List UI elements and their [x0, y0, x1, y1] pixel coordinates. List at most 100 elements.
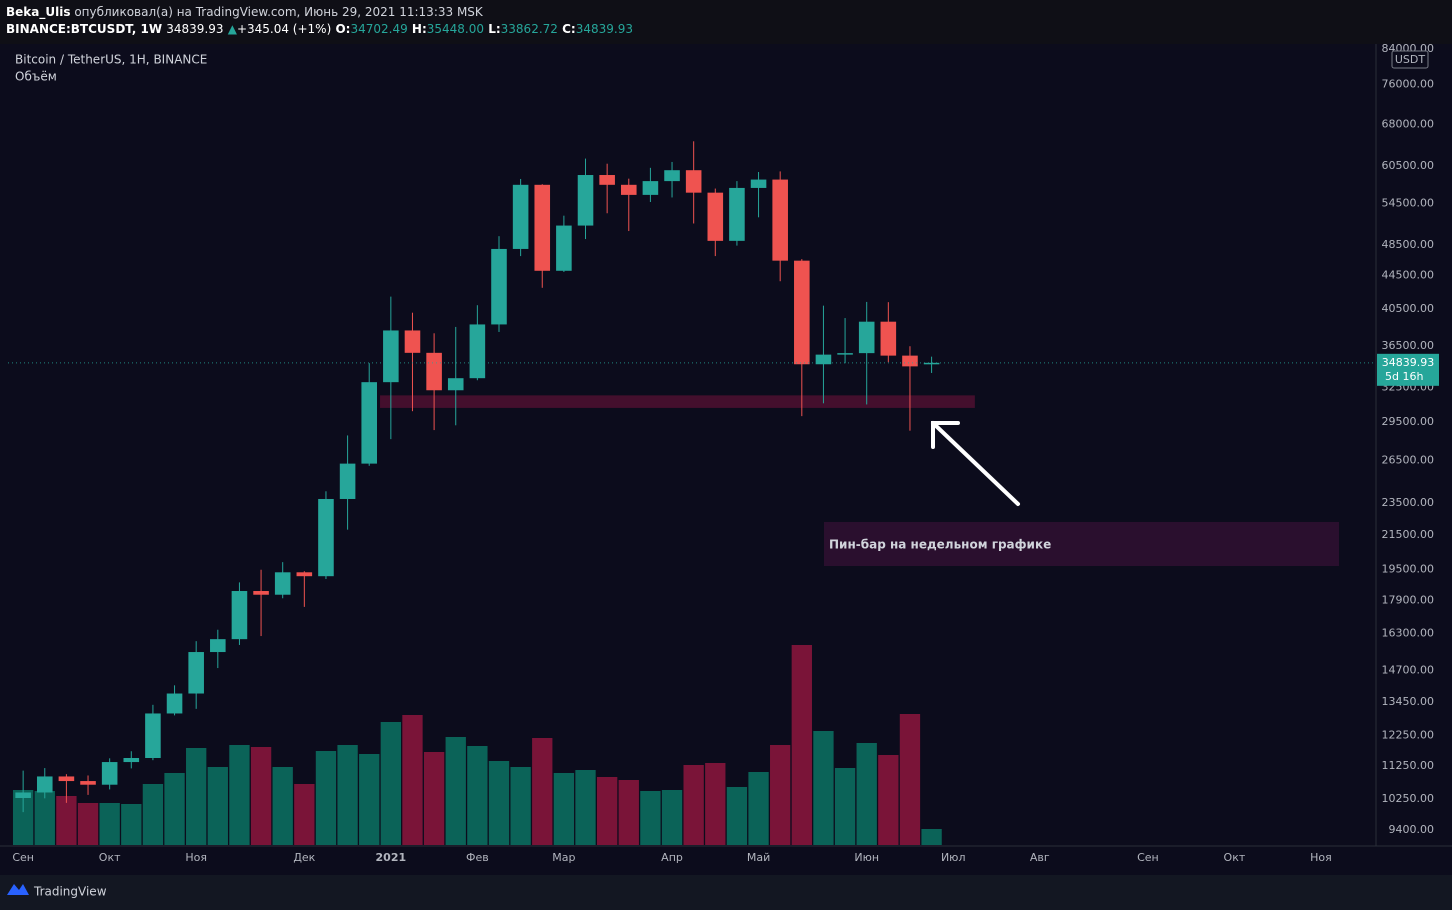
candle-body — [339, 463, 356, 499]
volume-bar — [142, 784, 164, 845]
volume-bar — [705, 763, 726, 845]
y-tick-label: 44500.00 — [1382, 269, 1435, 282]
volume-bar — [402, 715, 423, 845]
y-tick-label: 13450.00 — [1382, 695, 1435, 708]
candle-body — [80, 781, 96, 785]
y-tick-label: 10250.00 — [1382, 792, 1435, 805]
volume-bar — [164, 773, 185, 845]
candle-body — [447, 378, 464, 391]
candle-body — [15, 792, 31, 798]
candle-body — [577, 175, 594, 226]
y-tick-label: 23500.00 — [1382, 496, 1435, 509]
volume-bar — [207, 767, 228, 845]
y-tick-label: 26500.00 — [1382, 453, 1435, 466]
x-tick-label: Июн — [854, 851, 879, 864]
candle-body — [923, 362, 940, 365]
volume-bar — [553, 773, 575, 845]
candle-body — [815, 354, 832, 365]
y-tick-label: 16300.00 — [1382, 627, 1435, 640]
x-tick-label: Окт — [1224, 851, 1246, 864]
volume-bar — [510, 767, 531, 845]
volume-bar — [99, 803, 120, 845]
arrow — [931, 421, 1020, 506]
candle-body — [296, 572, 313, 577]
volume-legend: Объём — [15, 70, 57, 84]
candle-body — [383, 330, 399, 383]
volume-bar — [596, 777, 618, 845]
currency: USDT — [1395, 53, 1426, 66]
y-tick-label: 48500.00 — [1382, 238, 1435, 251]
y-tick-label: 11250.00 — [1382, 759, 1435, 772]
volume-bar — [186, 748, 207, 845]
x-tick-label: 2021 — [376, 851, 407, 864]
price-label: 34839.93 — [1382, 356, 1435, 369]
logo — [7, 884, 29, 895]
y-tick-label: 19500.00 — [1382, 563, 1435, 576]
volume-bar — [899, 714, 921, 845]
o-label: O: — [335, 22, 350, 36]
volume-bar — [423, 752, 445, 845]
annotation-box — [824, 522, 1339, 566]
candle-body — [707, 192, 724, 241]
volume-bar — [77, 803, 99, 845]
volume-bar — [380, 722, 402, 845]
y-tick-label: 40500.00 — [1382, 302, 1435, 315]
volume-bar — [683, 765, 704, 845]
candle-body — [361, 382, 378, 464]
y-tick-label: 17900.00 — [1382, 593, 1435, 606]
x-tick-label: Апр — [661, 851, 683, 864]
published: опубликовал(а) на TradingView.com, Июнь … — [74, 5, 484, 19]
volume-bar — [359, 754, 380, 845]
high-value: 35448.00 — [427, 22, 484, 36]
candle-body — [101, 762, 118, 785]
volume-bar — [56, 796, 77, 845]
x-tick-label: Дек — [293, 851, 315, 864]
candle-body — [426, 352, 442, 391]
volume-bar — [34, 791, 55, 845]
volume-bar — [337, 745, 358, 845]
candle-body — [599, 175, 615, 185]
x-tick-label: Фев — [466, 851, 489, 864]
x-tick-label: Сен — [12, 851, 34, 864]
candle-body — [231, 591, 248, 640]
x-tick-label: Июл — [941, 851, 966, 864]
volume-bar — [575, 770, 596, 845]
candle-body — [880, 321, 897, 356]
candle-body — [491, 248, 507, 325]
header-bg — [0, 0, 1452, 44]
chart-title: Bitcoin / TetherUS, 1H, BINANCE — [15, 53, 207, 67]
candle-body — [534, 184, 551, 271]
y-tick-label: 76000.00 — [1382, 78, 1435, 91]
y-tick-label: 60500.00 — [1382, 159, 1435, 172]
candle-body — [123, 758, 140, 763]
candle-body — [274, 572, 291, 595]
change: +345.04 (+1%) — [237, 22, 331, 36]
x-tick-label: Сен — [1137, 851, 1159, 864]
volume-bar — [272, 767, 293, 845]
candle-body — [794, 260, 810, 365]
x-tick-label: Окт — [99, 851, 121, 864]
candle-body — [772, 179, 788, 261]
candle-body — [318, 498, 334, 577]
currency-badge — [1391, 50, 1429, 69]
volume-bar — [294, 784, 315, 845]
candle-body — [664, 170, 680, 182]
y-tick-label: 54500.00 — [1382, 196, 1435, 209]
volume-bar — [315, 751, 337, 845]
l-label: L: — [488, 22, 500, 36]
candle-body — [166, 693, 183, 714]
brand[interactable]: TradingView — [33, 885, 107, 899]
volume-bar — [726, 787, 748, 845]
chart-bg — [0, 44, 1452, 875]
x-tick-label: Ноя — [185, 851, 207, 864]
candle-body — [642, 181, 659, 195]
author[interactable]: Beka_Ulis — [6, 5, 70, 20]
x-tick-label: Ноя — [1310, 851, 1332, 864]
candle-body — [750, 179, 767, 188]
open-value: 34702.49 — [350, 22, 407, 36]
y-tick-label: 9400.00 — [1389, 823, 1435, 836]
volume-bar — [640, 791, 661, 845]
volume-bar — [250, 747, 272, 845]
candle-body — [512, 184, 529, 249]
